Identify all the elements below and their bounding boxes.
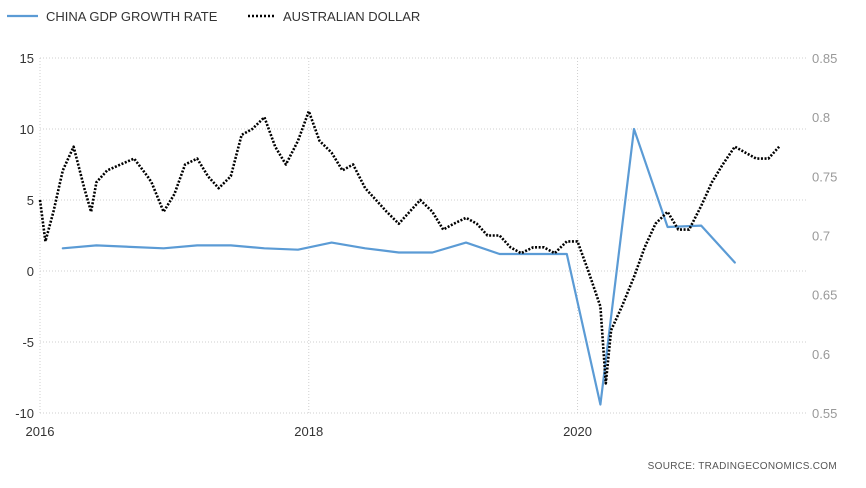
series-line-australian-dollar xyxy=(38,109,781,385)
series-line-china-gdp xyxy=(61,127,736,406)
legend-label-australian-dollar: AUSTRALIAN DOLLAR xyxy=(283,9,420,24)
x-axis-ticks: 2016 2018 2020 xyxy=(26,424,592,439)
right-axis-ticks: 0.85 0.8 0.75 0.7 0.65 0.6 0.55 xyxy=(812,51,837,421)
source-label: SOURCE: TRADINGECONOMICS.COM xyxy=(648,461,837,472)
y-left-tick-label: 0 xyxy=(27,264,34,279)
y-right-tick-label: 0.85 xyxy=(812,51,837,66)
y-left-tick-label: 15 xyxy=(20,51,34,66)
y-right-tick-label: 0.6 xyxy=(812,347,830,362)
y-right-tick-label: 0.8 xyxy=(812,110,830,125)
y-left-tick-label: 5 xyxy=(27,193,34,208)
y-left-tick-label: -10 xyxy=(15,406,34,421)
y-right-tick-label: 0.75 xyxy=(812,169,837,184)
y-left-tick-label: -5 xyxy=(22,335,34,350)
y-right-tick-label: 0.7 xyxy=(812,229,830,244)
legend: CHINA GDP GROWTH RATE AUSTRALIAN DOLLAR xyxy=(7,9,420,24)
left-axis-ticks: 15 10 5 0 -5 -10 xyxy=(15,51,34,421)
y-left-tick-label: 10 xyxy=(20,122,34,137)
x-tick-label: 2016 xyxy=(26,424,55,439)
legend-label-china-gdp: CHINA GDP GROWTH RATE xyxy=(46,9,218,24)
y-right-tick-label: 0.65 xyxy=(812,288,837,303)
x-tick-label: 2020 xyxy=(563,424,592,439)
y-right-tick-label: 0.55 xyxy=(812,406,837,421)
x-tick-label: 2018 xyxy=(294,424,323,439)
series xyxy=(38,109,781,406)
grid xyxy=(39,57,806,414)
